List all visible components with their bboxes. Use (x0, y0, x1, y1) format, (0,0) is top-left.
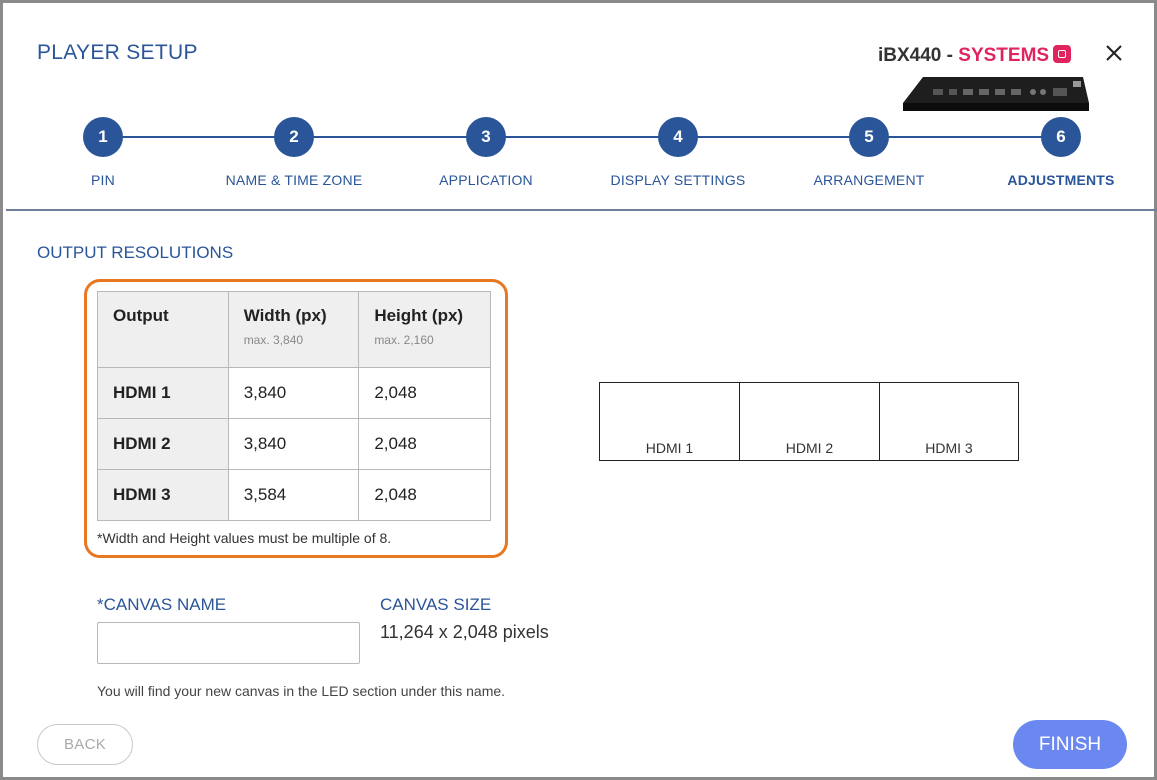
step-5-label: ARRANGEMENT (813, 172, 925, 188)
header-divider (6, 209, 1157, 211)
step-4-circle[interactable]: 4 (658, 117, 698, 157)
canvas-size-label: CANVAS SIZE (380, 595, 492, 614)
step-6-label: ADJUSTMENTS (1007, 172, 1115, 188)
height-cell[interactable]: 2,048 (358, 469, 491, 521)
output-preview-hdmi-2: HDMI 2 (739, 382, 880, 461)
width-cell[interactable]: 3,840 (227, 367, 360, 419)
width-cell[interactable]: 3,584 (227, 469, 360, 521)
step-4-label: DISPLAY SETTINGS (610, 172, 746, 188)
highlight-outline (84, 279, 508, 558)
device-name: iBX440 - SYSTEMS (878, 45, 1072, 67)
preview-label: HDMI 2 (785, 440, 834, 456)
output-name: HDMI 1 (97, 367, 229, 419)
step-5-circle[interactable]: 5 (849, 117, 889, 157)
canvas-name-label: *CANVAS NAME (97, 595, 227, 614)
finish-button[interactable]: FINISH (1013, 720, 1127, 769)
output-resolutions-table: Output Width (px) max. 3,840 Height (px) m… (97, 291, 491, 521)
width-cell[interactable]: 3,840 (227, 418, 360, 470)
brand-logo-icon (1053, 45, 1072, 63)
height-cell[interactable]: 2,048 (358, 367, 491, 419)
stepper-track (103, 136, 1061, 138)
canvas-size-value: 11,264 x 2,048 pixels (380, 622, 549, 642)
back-button[interactable]: BACK (37, 724, 133, 765)
step-6-circle[interactable]: 6 (1041, 117, 1081, 157)
step-1-label: PIN (91, 172, 115, 188)
player-device-image (903, 77, 1089, 111)
step-2-circle[interactable]: 2 (274, 117, 314, 157)
output-name: HDMI 2 (97, 418, 229, 470)
dialog-title: PLAYER SETUP (37, 41, 198, 64)
table-row: HDMI 2 3,840 2,048 (97, 418, 491, 470)
output-preview-hdmi-1: HDMI 1 (599, 382, 740, 461)
canvas-name-input[interactable] (97, 622, 360, 664)
output-resolutions-title: OUTPUT RESOLUTIONS (37, 243, 234, 262)
width-max-hint: max. 3,840 (243, 333, 304, 347)
table-header-row: Output Width (px) max. 3,840 Height (px) m… (97, 291, 491, 368)
close-icon[interactable] (1101, 40, 1127, 66)
resolution-note: *Width and Height values must be multipl… (97, 530, 392, 546)
height-cell[interactable]: 2,048 (358, 418, 491, 470)
column-header-output: Output (97, 291, 229, 368)
preview-label: HDMI 1 (645, 440, 694, 456)
table-row: HDMI 1 3,840 2,048 (97, 367, 491, 419)
output-preview-hdmi-3: HDMI 3 (879, 382, 1019, 461)
table-row: HDMI 3 3,584 2,048 (97, 469, 491, 521)
column-header-height: Height (px) max. 2,160 (358, 291, 491, 368)
output-name: HDMI 3 (97, 469, 229, 521)
column-header-width: Width (px) max. 3,840 (227, 291, 360, 368)
device-brand: SYSTEMS (958, 45, 1050, 66)
step-3-label: APPLICATION (439, 172, 533, 188)
step-2-label: NAME & TIME ZONE (225, 172, 363, 188)
height-max-hint: max. 2,160 (374, 333, 434, 347)
device-model: iBX440 - (878, 45, 959, 66)
step-3-circle[interactable]: 3 (466, 117, 506, 157)
preview-label: HDMI 3 (925, 440, 973, 456)
canvas-help-text: You will find your new canvas in the LED… (97, 683, 506, 699)
step-1-circle[interactable]: 1 (83, 117, 123, 157)
